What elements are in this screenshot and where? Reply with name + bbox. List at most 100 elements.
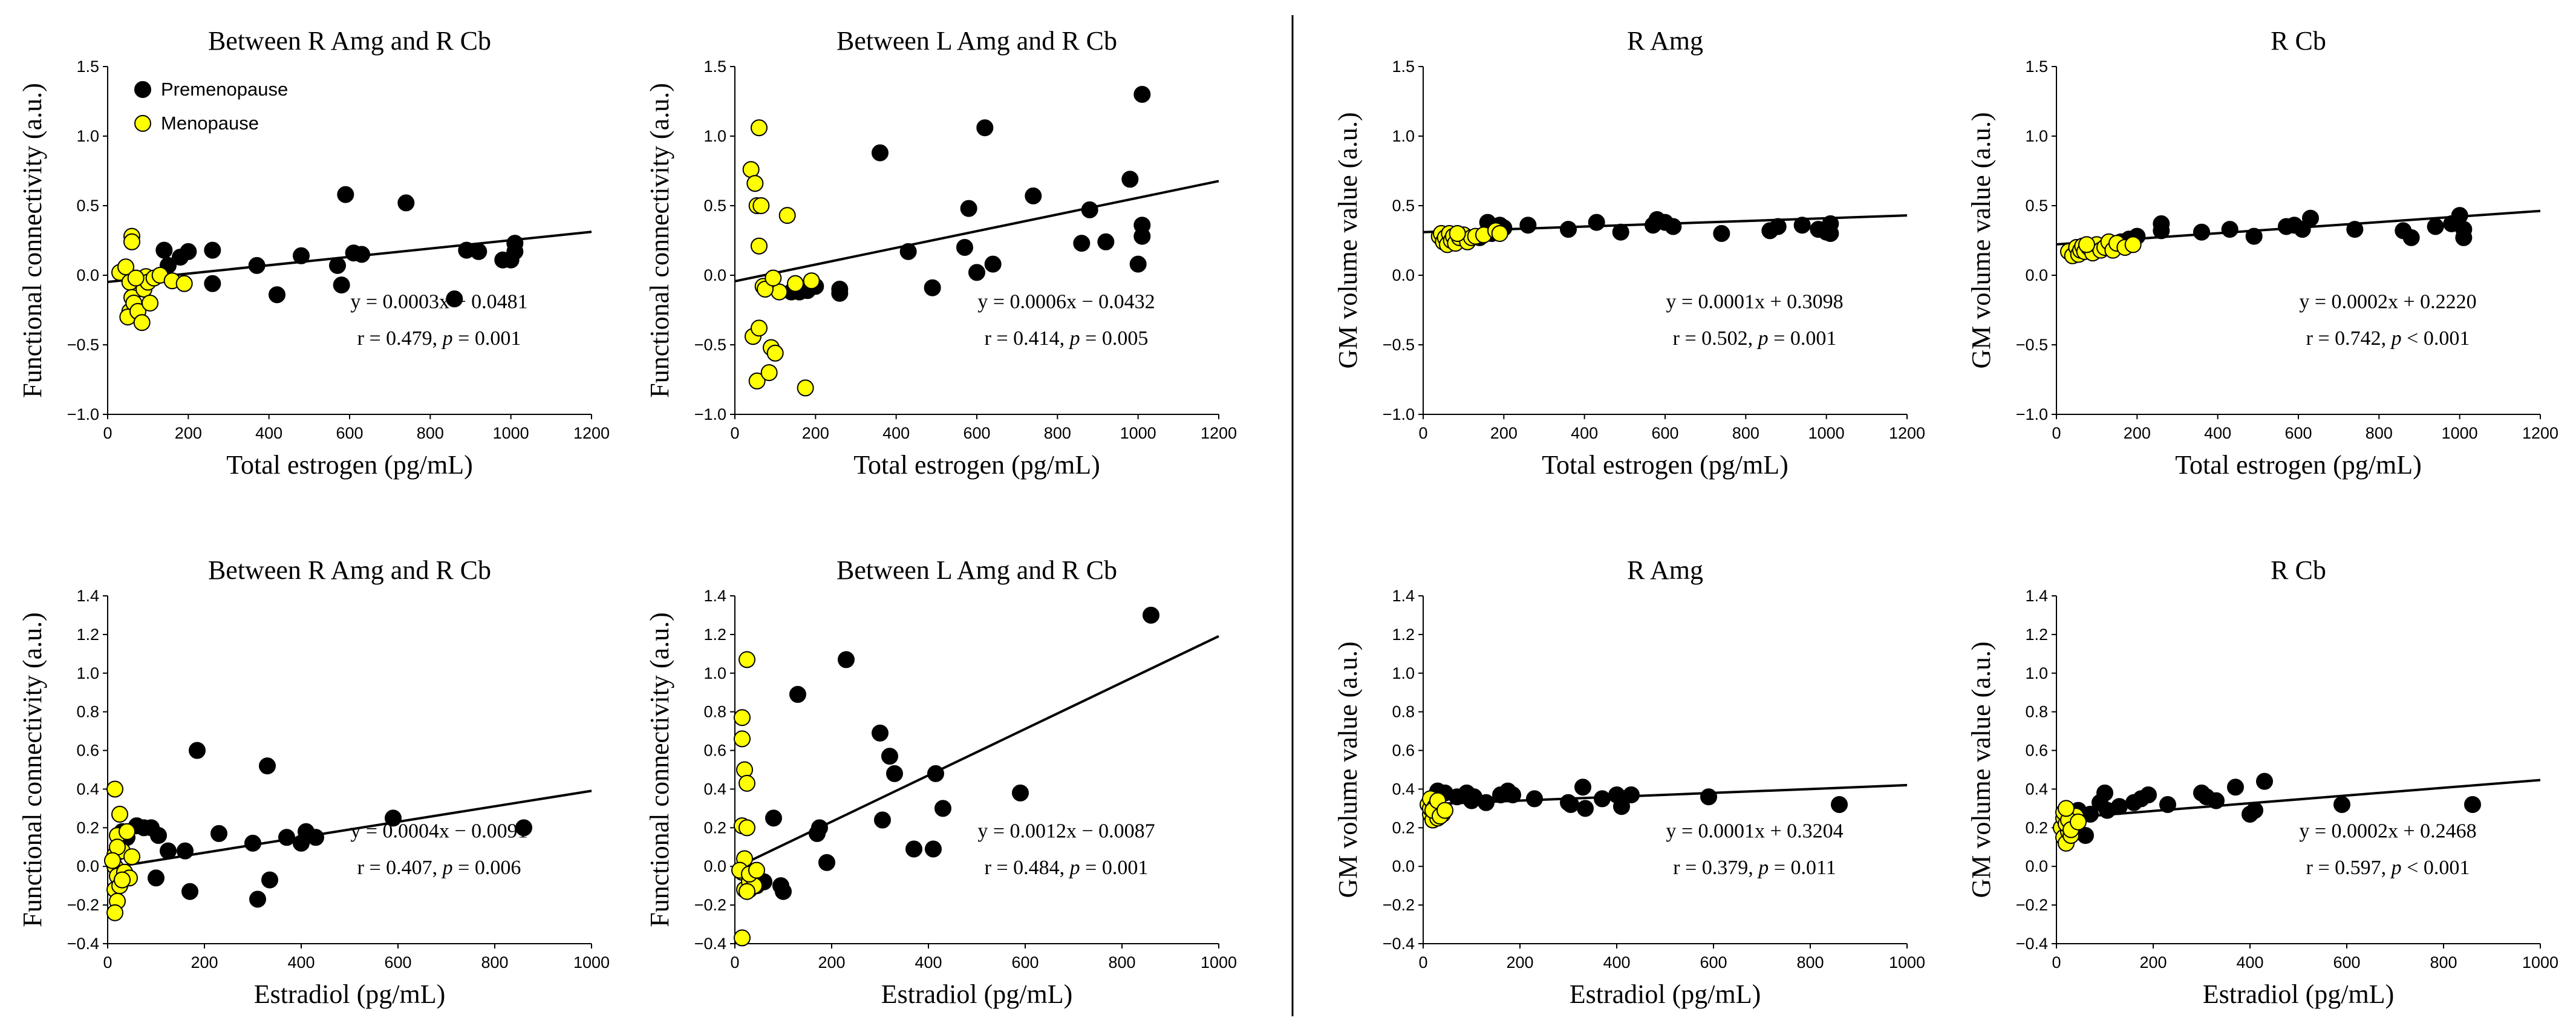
chart-3-point-premenopause xyxy=(1822,225,1839,242)
chart-2-point-premenopause xyxy=(899,243,917,260)
chart-4-equation: y = 0.0002x + 0.2220 xyxy=(2299,291,2476,313)
chart-2-xtick-label: 600 xyxy=(963,424,990,442)
chart-6-ytick-label: 1.4 xyxy=(703,587,726,605)
chart-1-ytick-label: −1.0 xyxy=(67,405,99,423)
chart-4-ytick-label: 0.5 xyxy=(2025,197,2048,215)
chart-3-xtick-label: 1200 xyxy=(1889,424,1925,442)
chart-7-xtick-label: 400 xyxy=(1603,953,1630,972)
chart-6-point-premenopause xyxy=(925,840,942,858)
chart-2-point-menopause xyxy=(751,237,768,255)
chart-8-ylabel: GM volume value (a.u.) xyxy=(1966,642,1996,898)
chart-5-ytick-label: 0.8 xyxy=(76,703,99,721)
chart-7-ytick-label: 1.4 xyxy=(1392,587,1415,605)
chart-2-point-menopause xyxy=(746,175,764,192)
chart-7-ytick-label: 0.8 xyxy=(1392,703,1415,721)
chart-3-equation: y = 0.0001x + 0.3098 xyxy=(1666,291,1843,313)
chart-2-point-menopause xyxy=(765,269,782,287)
chart-8-xlabel: Estradiol (pg/mL) xyxy=(2203,979,2395,1009)
chart-6-stats: r = 0.484, p = 0.001 xyxy=(985,857,1149,879)
chart-4-point-premenopause xyxy=(2451,207,2468,224)
chart-4-stats-part: < 0.001 xyxy=(2402,327,2470,350)
chart-6-point-premenopause xyxy=(765,809,782,827)
chart-1-title: Between R Amg and R Cb xyxy=(208,26,491,56)
chart-8-point-premenopause xyxy=(2140,786,2157,804)
chart-4-ylabel: GM volume value (a.u.) xyxy=(1966,113,1996,369)
chart-1-point-menopause xyxy=(127,269,145,287)
chart-3-ytick-label: 1.5 xyxy=(1392,57,1415,76)
chart-6-point-premenopause xyxy=(934,800,951,817)
chart-6-xtick-label: 800 xyxy=(1108,953,1135,972)
chart-6-xtick-label: 1000 xyxy=(1201,953,1237,972)
chart-5-ytick-label: 0.0 xyxy=(76,857,99,875)
chart-8-ytick-label: 0.4 xyxy=(2025,780,2048,798)
chart-4-xtick-label: 1000 xyxy=(2442,424,2478,442)
chart-4-point-menopause xyxy=(2124,236,2142,253)
chart-6-xtick-label: 200 xyxy=(818,953,845,972)
chart-7-point-premenopause xyxy=(1577,800,1594,817)
chart-2-point-premenopause xyxy=(984,255,1002,273)
chart-5-stats-part: = 0.006 xyxy=(453,857,521,879)
chart-5-xtick-label: 400 xyxy=(287,953,315,972)
chart-4-ytick-label: 1.0 xyxy=(2025,127,2048,145)
chart-7-ytick-label: 0.6 xyxy=(1392,742,1415,760)
chart-1-xlabel: Total estrogen (pg/mL) xyxy=(226,450,472,480)
chart-1-point-premenopause xyxy=(329,256,346,274)
chart-1-xtick-label: 800 xyxy=(417,424,444,442)
chart-6-equation: y = 0.0012x − 0.0087 xyxy=(977,820,1155,843)
chart-3-xtick-label: 200 xyxy=(1490,424,1518,442)
chart-3-point-premenopause xyxy=(1769,218,1787,235)
chart-2-ytick-label: −1.0 xyxy=(694,405,726,423)
chart-3-ytick-label: 1.0 xyxy=(1392,127,1415,145)
chart-4-point-premenopause xyxy=(2402,229,2420,246)
chart-6-title: Between L Amg and R Cb xyxy=(836,555,1117,585)
chart-8-point-premenopause xyxy=(2227,779,2244,796)
chart-6-ytick-label: 0.0 xyxy=(703,857,726,875)
chart-5-point-premenopause xyxy=(189,742,206,759)
chart-2-xtick-label: 400 xyxy=(882,424,910,442)
chart-8-ytick-label: −0.4 xyxy=(2016,935,2048,953)
chart-8-xtick-label: 1000 xyxy=(2522,953,2558,972)
chart-2-xtick-label: 0 xyxy=(730,424,739,442)
chart-5-point-premenopause xyxy=(181,883,198,900)
chart-2-equation: y = 0.0006x − 0.0432 xyxy=(977,291,1155,313)
chart-5-point-premenopause xyxy=(244,834,261,852)
chart-2-regression-line xyxy=(734,180,1219,282)
chart-2-stats-part: p xyxy=(1069,327,1080,350)
chart-8-point-premenopause xyxy=(2096,784,2113,802)
chart-5-point-premenopause xyxy=(515,819,532,837)
chart-2-ytick-label: 1.0 xyxy=(703,127,726,145)
chart-2-point-menopause xyxy=(803,272,820,290)
chart-6-stats-part: p xyxy=(1069,857,1080,879)
chart-2-point-menopause xyxy=(766,344,784,362)
chart-2-title: Between L Amg and R Cb xyxy=(836,26,1117,56)
chart-8-point-premenopause xyxy=(2159,796,2176,813)
chart-8-point-premenopause xyxy=(2208,792,2225,809)
chart-7-title: R Amg xyxy=(1627,555,1703,585)
chart-2-point-premenopause xyxy=(1081,201,1098,218)
chart-8-point-menopause xyxy=(2058,800,2075,817)
chart-6-point-menopause xyxy=(739,819,755,837)
chart-4-xtick-label: 200 xyxy=(2124,424,2151,442)
chart-1-xtick-label: 1000 xyxy=(493,424,529,442)
chart-8-point-premenopause xyxy=(2246,802,2263,819)
chart-6-ytick-label: 0.8 xyxy=(703,703,726,721)
chart-3-point-premenopause xyxy=(1665,218,1682,235)
chart-3-xtick-label: 1000 xyxy=(1808,424,1845,442)
chart-panel-8: R Cb −0.4 −0.2 0.0 0.2 0.4 0.6 0.8 1.0 1.2 1.4 0 200… xyxy=(1966,555,2558,1009)
chart-7-ytick-label: −0.2 xyxy=(1383,896,1415,914)
chart-2-point-premenopause xyxy=(976,119,994,137)
chart-4-point-menopause xyxy=(2078,236,2095,253)
chart-5-ytick-label: −0.2 xyxy=(67,896,99,914)
chart-2-ytick-label: −0.5 xyxy=(694,336,726,354)
legend-label-premenopause: Premenopause xyxy=(161,79,288,100)
legend-marker-premenopause xyxy=(134,81,151,98)
chart-3-ytick-label: 0.0 xyxy=(1392,266,1415,284)
chart-2-point-premenopause xyxy=(1133,86,1151,103)
chart-panel-4: R Cb −1.0 −0.5 0.0 0.5 1.0 1.5 0 200 400 600 800 100… xyxy=(1966,26,2558,480)
chart-2-ytick-label: 0.5 xyxy=(703,197,726,215)
chart-5-stats-part: p xyxy=(442,857,453,879)
chart-7-point-premenopause xyxy=(1478,794,1495,811)
chart-2-stats-part: r = 0.414, xyxy=(985,327,1070,350)
chart-1-stats-part: p xyxy=(442,327,453,350)
